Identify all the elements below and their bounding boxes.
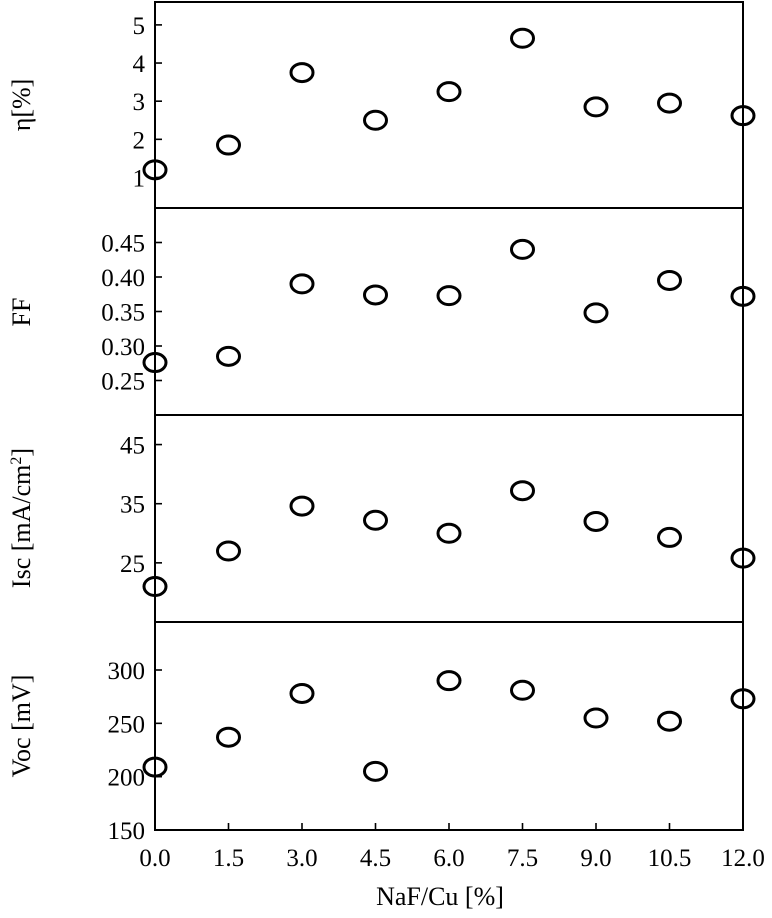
eta-y-tick-label: 1 [133,165,146,192]
eta-data-point [216,134,241,156]
x-tick-label: 3.0 [286,845,317,872]
panel-ff-frame [154,207,744,416]
ff-data-point [436,285,462,307]
isc-data-point [436,522,462,544]
voc-data-point [142,756,168,778]
eta-y-tick-label: 5 [133,13,146,40]
panel-isc: Isc [mA/cm2] 25 35 45 [7,414,756,623]
isc-y-tick-label: 45 [120,433,145,460]
ff-data-point [730,285,756,307]
voc-data-point [730,688,756,710]
isc-axis-label-close: ] [7,448,36,457]
eta-data-point [142,159,168,181]
ff-data-point [583,302,609,324]
voc-data-point [436,670,462,692]
panel-ff: FF 0.25 0.30 0.35 0.40 0.45 [7,207,756,416]
eta-data-point [289,62,315,84]
x-tick-label: 12.0 [721,845,765,872]
voc-y-tick-label: 300 [108,658,146,685]
x-axis-label: NaF/Cu [%] [376,882,504,911]
isc-data-point [363,509,388,531]
ff-data-point [657,269,682,291]
eta-data-point [730,105,756,127]
ff-y-tick-label: 0.35 [101,300,145,327]
panel-isc-frame [154,414,744,623]
ff-y-tick-label: 0.45 [101,231,145,258]
eta-axis-label: η[%] [7,79,36,132]
isc-data-point [289,495,315,517]
ff-data-point [142,352,168,374]
isc-axis-label-main: Isc [mA/cm [7,465,36,588]
ff-data-point [363,284,388,306]
voc-axis-label: Voc [mV] [7,675,36,778]
isc-data-point [657,526,682,548]
eta-data-point [657,92,682,114]
panel-eta-frame [154,1,744,209]
voc-data-point [657,710,682,732]
eta-data-point [583,96,609,118]
x-tick-label: 4.5 [360,845,391,872]
panel-voc: Voc [mV] 150 200 250 300 [7,621,756,845]
x-tick-label: 9.0 [580,845,611,872]
voc-y-tick-label: 150 [108,818,146,845]
panel-voc-frame [154,621,744,831]
isc-data-point [583,510,609,532]
eta-data-point [510,27,535,49]
voc-y-tick-label: 250 [108,711,146,738]
voc-y-tick-label: 200 [108,765,146,792]
x-tick-label: 7.5 [507,845,538,872]
x-tick-label: 10.5 [648,845,692,872]
x-tick-label: 6.0 [433,845,464,872]
isc-axis-label-sup: 2 [8,457,25,465]
ff-y-tick-label: 0.40 [101,265,145,292]
x-tick-label: 1.5 [213,845,244,872]
isc-data-point [730,547,756,569]
panel-eta: η[%] 1 2 3 4 5 [7,1,756,209]
x-axis: 0.0 1.5 3.0 4.5 6.0 7.5 9.0 10.5 12.0 [139,823,765,872]
ff-data-point [289,273,315,295]
eta-data-point [363,109,388,131]
isc-y-tick-label: 35 [120,492,145,519]
isc-data-point [216,540,241,562]
isc-y-tick-label: 25 [120,551,145,578]
x-tick-label: 0.0 [139,845,170,872]
eta-data-point [436,81,462,103]
ff-data-point [510,238,535,260]
voc-data-point [583,707,609,729]
isc-data-point [510,480,535,502]
voc-data-point [510,679,535,701]
ff-y-tick-label: 0.30 [101,334,145,361]
voc-data-point [363,760,388,782]
voc-data-point [216,726,241,748]
ff-axis-label: FF [7,298,36,327]
ff-data-point [216,345,241,367]
isc-axis-label: Isc [mA/cm2] [7,448,36,588]
voc-data-point [289,682,315,704]
eta-y-tick-label: 3 [133,89,146,116]
isc-data-point [142,576,168,598]
ff-y-tick-label: 0.25 [101,369,145,396]
eta-y-tick-label: 2 [133,127,146,154]
eta-y-tick-label: 4 [133,51,146,78]
